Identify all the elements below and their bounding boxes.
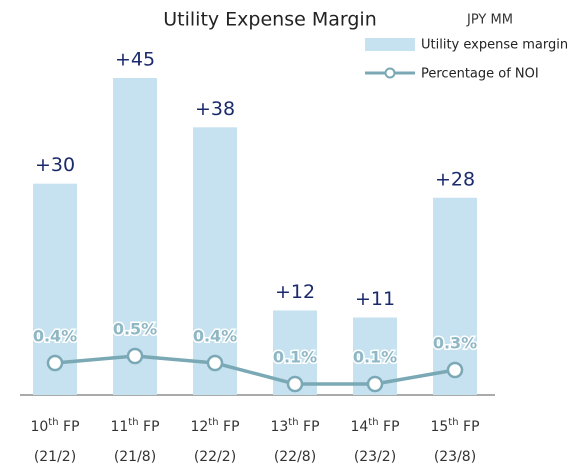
line-point [446, 361, 464, 379]
x-tick-label: 14th FP [350, 417, 399, 435]
x-tick-sublabel: (22/8) [274, 449, 316, 463]
x-tick-sublabel: (23/2) [354, 449, 396, 463]
line-value-label: 0.4% [33, 327, 77, 346]
line [54, 354, 456, 386]
legend-label: Utility expense margin [421, 38, 568, 53]
x-tick-label: 15th FP [430, 417, 479, 435]
bar-value-label: +38 [195, 98, 235, 120]
x-tick-sublabel: (22/2) [194, 449, 236, 463]
bar-value-label: +11 [355, 288, 395, 310]
chart-title: Utility Expense Margin [163, 9, 377, 31]
line-point [46, 354, 64, 372]
bar-value-label: +28 [435, 168, 475, 190]
x-tick-sublabel: (21/8) [114, 449, 156, 463]
unit-label: JPY MM [466, 13, 513, 28]
x-tick-label: 13th FP [270, 417, 319, 435]
x-tick-label: 11th FP [110, 417, 159, 435]
x-tick-sublabel: (23/8) [434, 449, 476, 463]
bar-value-label: +45 [115, 49, 155, 71]
line-value-label: 0.3% [433, 334, 477, 353]
line-value-label: 0.1% [353, 348, 397, 367]
bar [193, 127, 237, 396]
legend-swatch [365, 38, 415, 51]
legend-label: Percentage of NOI [421, 67, 539, 82]
bar-value-label: +30 [35, 154, 75, 176]
line-value-label: 0.5% [113, 320, 157, 339]
line-point [206, 354, 224, 372]
line-value-label: 0.4% [193, 327, 237, 346]
line-point [366, 375, 384, 393]
line-point [126, 347, 144, 365]
x-tick-label: 10th FP [30, 417, 79, 435]
line-point [286, 375, 304, 393]
bar [113, 78, 157, 395]
bar-value-label: +12 [275, 281, 315, 303]
legend-marker [384, 67, 396, 79]
line-value-label: 0.1% [273, 348, 317, 367]
x-tick-label: 12th FP [190, 417, 239, 435]
x-tick-sublabel: (21/2) [34, 449, 76, 463]
